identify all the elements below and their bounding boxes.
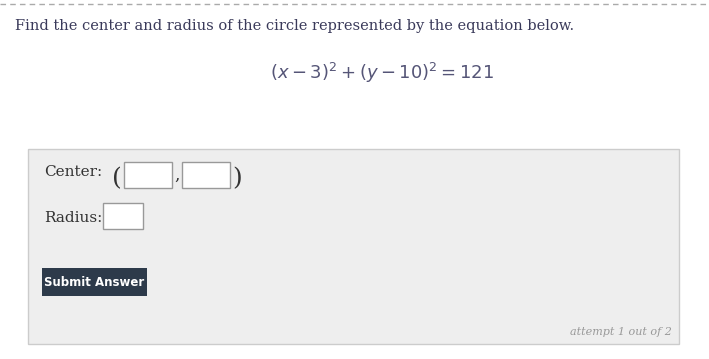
Text: Submit Answer: Submit Answer: [44, 275, 144, 289]
Text: ,: ,: [174, 167, 179, 184]
FancyBboxPatch shape: [28, 149, 679, 344]
Text: attempt 1 out of 2: attempt 1 out of 2: [570, 327, 672, 337]
Text: ): ): [232, 167, 242, 190]
Text: (: (: [112, 167, 122, 190]
Text: Radius:: Radius:: [44, 211, 102, 225]
Text: $(x - 3)^2 + (y - 10)^2 = 121$: $(x - 3)^2 + (y - 10)^2 = 121$: [270, 61, 494, 85]
Text: Center:: Center:: [44, 165, 102, 179]
FancyBboxPatch shape: [42, 268, 147, 296]
FancyBboxPatch shape: [124, 162, 172, 188]
FancyBboxPatch shape: [182, 162, 230, 188]
FancyBboxPatch shape: [103, 203, 143, 229]
Text: Find the center and radius of the circle represented by the equation below.: Find the center and radius of the circle…: [15, 19, 574, 33]
